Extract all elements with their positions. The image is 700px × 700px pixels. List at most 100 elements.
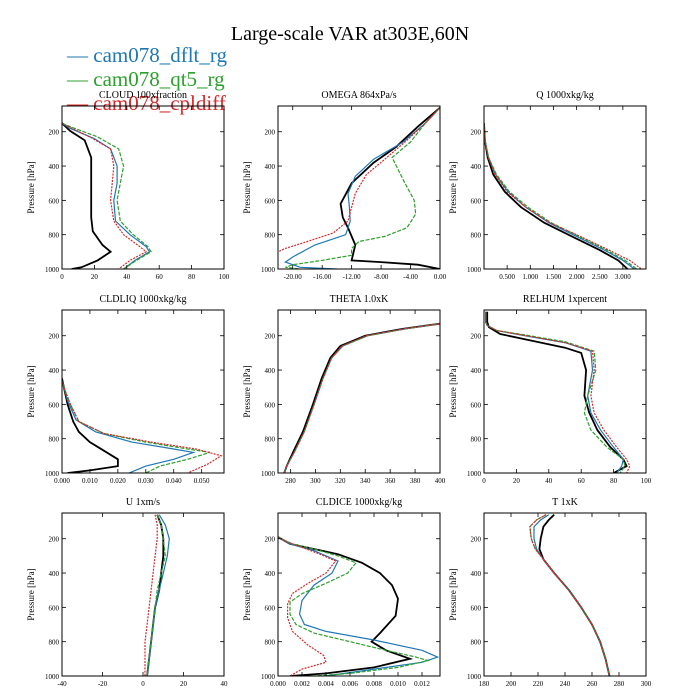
x-tick-label: 0.030: [138, 477, 154, 485]
series-line-reference: [486, 311, 628, 473]
series-line-cam078_qt5_rg: [484, 123, 638, 269]
plot-frame: [61, 309, 225, 474]
y-tick-label: 200: [471, 129, 482, 137]
series-line-cam078_qt5_rg: [278, 536, 431, 676]
x-tick-label: 0.010: [82, 477, 98, 485]
y-tick-label: 600: [265, 401, 276, 409]
legend: — cam078_dflt_rg— cam078_qt5_rg— cam078_…: [66, 43, 228, 115]
legend-entry-cam078_qt5_rg: — cam078_qt5_rg: [66, 67, 225, 91]
plot-frame: [277, 512, 441, 677]
x-tick-label: 0.000: [270, 680, 286, 688]
y-tick-label: 1000: [261, 673, 276, 681]
series-line-reference: [339, 107, 440, 269]
y-tick-label: 600: [265, 604, 276, 612]
x-tick-label: 0: [60, 273, 64, 281]
series-line-reference: [283, 322, 440, 473]
x-tick-label: 40: [545, 477, 553, 485]
panel-title: CLDICE 1000xkg/kg: [316, 497, 402, 508]
y-tick-label: 600: [471, 197, 482, 205]
panels: CLOUD 100xfraction Pressure [hPa] 0 20 40 60 8…: [26, 90, 652, 688]
plot-frame: [61, 512, 225, 677]
y-tick-label: 400: [49, 570, 60, 578]
y-tick-label: 400: [471, 163, 482, 171]
x-tick-label: 40: [221, 680, 229, 688]
y-tick-label: 400: [265, 163, 276, 171]
x-tick-label: 220: [533, 680, 544, 688]
y-tick-label: 200: [265, 333, 276, 341]
x-tick-label: 360: [385, 477, 396, 485]
panel-title: THETA 1.0xK: [330, 294, 389, 305]
plot-frame: [277, 309, 441, 474]
x-tick-label: 20: [91, 273, 99, 281]
x-tick-label: 80: [188, 273, 196, 281]
series-line-cam078_dflt_rg: [62, 122, 151, 269]
x-tick-label: 280: [614, 680, 625, 688]
y-axis-label: Pressure [hPa]: [26, 365, 36, 417]
x-tick-label: -20.00: [284, 273, 303, 281]
x-tick-label: 2.000: [569, 273, 585, 281]
plot-frame: [277, 105, 441, 270]
x-tick-label: 320: [335, 477, 346, 485]
y-tick-label: 200: [471, 536, 482, 544]
x-tick-label: 0.002: [294, 680, 310, 688]
y-tick-label: 600: [49, 401, 60, 409]
x-tick-label: 0.006: [342, 680, 358, 688]
panel-8: CLDICE 1000xkg/kg Pressure [hPa] 0.000 0.00…: [242, 497, 441, 688]
x-tick-label: 0.00: [434, 273, 447, 281]
x-tick-label: 100: [641, 477, 652, 485]
x-tick-label: 40: [123, 273, 131, 281]
x-tick-label: 0: [141, 680, 145, 688]
panel-title: U 1xm/s: [126, 497, 160, 508]
y-tick-label: 1000: [261, 266, 276, 274]
y-tick-label: 800: [49, 436, 60, 444]
y-tick-label: 200: [265, 129, 276, 137]
y-tick-label: 1000: [467, 266, 482, 274]
panel-6: RELHUM 1xpercent Pressure [hPa] 0 20 40 60 80 1…: [448, 294, 652, 485]
y-tick-label: 800: [49, 639, 60, 647]
series-line-cam078_dflt_rg: [62, 380, 196, 473]
x-tick-label: -16.00: [313, 273, 332, 281]
x-tick-label: 20: [513, 477, 521, 485]
y-tick-label: 800: [471, 232, 482, 240]
x-tick-label: 280: [285, 477, 296, 485]
legend-entry-cam078_dflt_rg: — cam078_dflt_rg: [66, 43, 228, 67]
y-tick-label: 600: [471, 401, 482, 409]
y-tick-label: 400: [265, 570, 276, 578]
x-tick-label: 0.050: [194, 477, 210, 485]
y-tick-label: 200: [49, 536, 60, 544]
y-tick-label: 400: [49, 367, 60, 375]
x-tick-label: 340: [360, 477, 371, 485]
panel-1: CLOUD 100xfraction Pressure [hPa] 0 20 40 60 8…: [26, 90, 230, 281]
y-axis-label: Pressure [hPa]: [448, 568, 458, 620]
series-line-cam078_dflt_rg: [283, 323, 440, 473]
x-tick-label: -40: [57, 680, 67, 688]
y-axis-label: Pressure [hPa]: [448, 161, 458, 213]
x-tick-label: 1.500: [546, 273, 562, 281]
x-tick-label: 0.010: [390, 680, 406, 688]
series-line-cam078_qt5_rg: [283, 323, 440, 473]
x-tick-label: 20: [180, 680, 188, 688]
x-tick-label: 0.004: [318, 680, 334, 688]
x-tick-label: 0.000: [54, 477, 70, 485]
x-tick-label: -20: [98, 680, 108, 688]
y-tick-label: 400: [471, 367, 482, 375]
plot-frame: [61, 105, 225, 270]
panel-title: OMEGA 864xPa/s: [321, 90, 396, 101]
y-tick-label: 600: [471, 604, 482, 612]
x-tick-label: -12.00: [343, 273, 362, 281]
x-tick-label: 0.012: [414, 680, 430, 688]
series-line-cam078_cpldiff: [283, 323, 440, 473]
x-tick-label: 100: [219, 273, 230, 281]
series-line-cam078_qt5_rg: [146, 514, 166, 676]
x-tick-label: 60: [156, 273, 164, 281]
x-tick-label: 380: [410, 477, 421, 485]
series-line-cam078_cpldiff: [278, 107, 440, 253]
y-tick-label: 200: [49, 129, 60, 137]
panel-title: RELHUM 1xpercent: [523, 294, 607, 305]
panel-title: CLOUD 100xfraction: [99, 90, 187, 101]
plot-frame: [483, 309, 647, 474]
y-tick-label: 800: [471, 436, 482, 444]
x-tick-label: -8.00: [374, 273, 389, 281]
series-line-cam078_qt5_rg: [285, 107, 440, 269]
